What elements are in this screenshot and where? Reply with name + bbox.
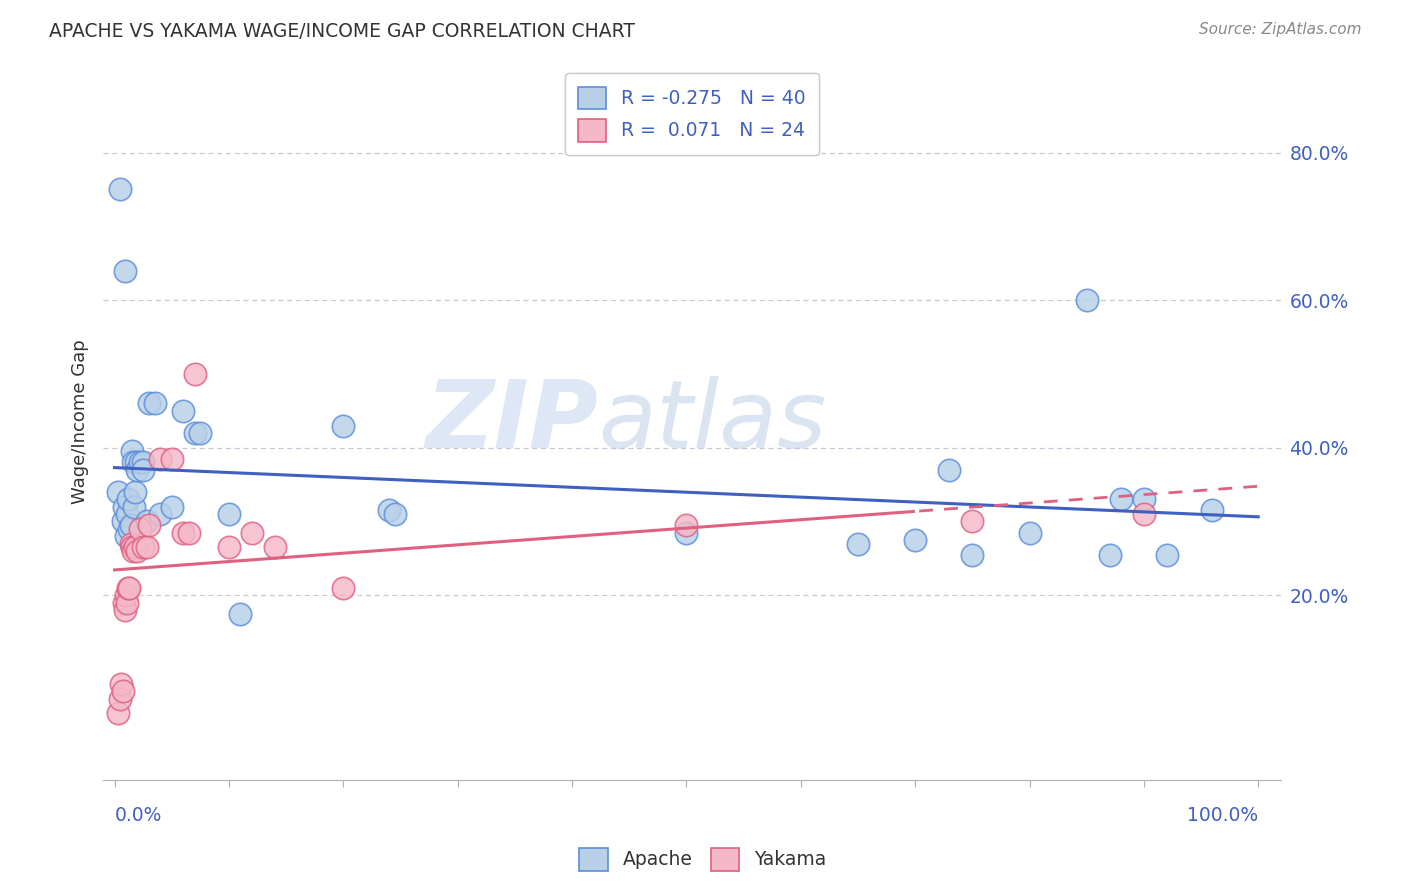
Text: Source: ZipAtlas.com: Source: ZipAtlas.com	[1198, 22, 1361, 37]
Point	[110, 691, 132, 706]
Point	[132, 541, 155, 555]
Point	[218, 541, 240, 555]
Point	[904, 533, 927, 547]
Point	[138, 396, 160, 410]
Point	[378, 503, 401, 517]
Text: 100.0%: 100.0%	[1187, 805, 1258, 824]
Point	[115, 588, 138, 602]
Point	[1156, 548, 1178, 562]
Point	[183, 367, 205, 381]
Text: APACHE VS YAKAMA WAGE/INCOME GAP CORRELATION CHART: APACHE VS YAKAMA WAGE/INCOME GAP CORRELA…	[49, 22, 636, 41]
Point	[675, 518, 697, 533]
Point	[124, 541, 146, 555]
Point	[114, 263, 136, 277]
Point	[112, 500, 135, 514]
Point	[117, 581, 139, 595]
Point	[1109, 492, 1132, 507]
Point	[1201, 503, 1223, 517]
Point	[172, 404, 194, 418]
Point	[183, 425, 205, 440]
Point	[172, 525, 194, 540]
Point	[138, 518, 160, 533]
Point	[149, 451, 172, 466]
Point	[229, 607, 252, 621]
Legend: R = -0.275   N = 40, R =  0.071   N = 24: R = -0.275 N = 40, R = 0.071 N = 24	[565, 73, 820, 155]
Point	[115, 596, 138, 610]
Point	[110, 182, 132, 196]
Point	[938, 463, 960, 477]
Point	[132, 463, 155, 477]
Point	[122, 500, 145, 514]
Point	[1133, 492, 1156, 507]
Text: ZIP: ZIP	[425, 376, 598, 468]
Point	[111, 684, 134, 698]
Point	[177, 525, 200, 540]
Point	[160, 500, 183, 514]
Point	[218, 507, 240, 521]
Legend: Apache, Yakama: Apache, Yakama	[572, 840, 834, 878]
Point	[962, 548, 984, 562]
Point	[332, 418, 354, 433]
Point	[107, 485, 129, 500]
Point	[135, 541, 157, 555]
Point	[114, 603, 136, 617]
Point	[1133, 507, 1156, 521]
Point	[263, 541, 285, 555]
Point	[188, 425, 211, 440]
Point	[120, 536, 142, 550]
Point	[121, 444, 143, 458]
Point	[120, 518, 142, 533]
Point	[1076, 293, 1098, 307]
Point	[107, 706, 129, 721]
Point	[135, 515, 157, 529]
Point	[115, 507, 138, 521]
Text: atlas: atlas	[598, 376, 827, 467]
Point	[160, 451, 183, 466]
Point	[675, 525, 697, 540]
Point	[240, 525, 263, 540]
Point	[1018, 525, 1040, 540]
Point	[846, 536, 869, 550]
Point	[124, 485, 146, 500]
Point	[127, 544, 149, 558]
Point	[143, 396, 166, 410]
Point	[118, 581, 141, 595]
Point	[118, 522, 141, 536]
Point	[110, 677, 132, 691]
Point	[128, 455, 150, 469]
Point	[112, 596, 135, 610]
Point	[121, 544, 143, 558]
Point	[115, 529, 138, 543]
Point	[128, 522, 150, 536]
Point	[149, 507, 172, 521]
Point	[332, 581, 354, 595]
Point	[125, 455, 148, 469]
Point	[121, 541, 143, 555]
Point	[962, 515, 984, 529]
Point	[111, 515, 134, 529]
Text: 0.0%: 0.0%	[114, 805, 162, 824]
Point	[384, 507, 406, 521]
Point	[1098, 548, 1121, 562]
Point	[132, 455, 155, 469]
Point	[121, 455, 143, 469]
Point	[127, 463, 149, 477]
Point	[117, 492, 139, 507]
Y-axis label: Wage/Income Gap: Wage/Income Gap	[72, 340, 89, 504]
